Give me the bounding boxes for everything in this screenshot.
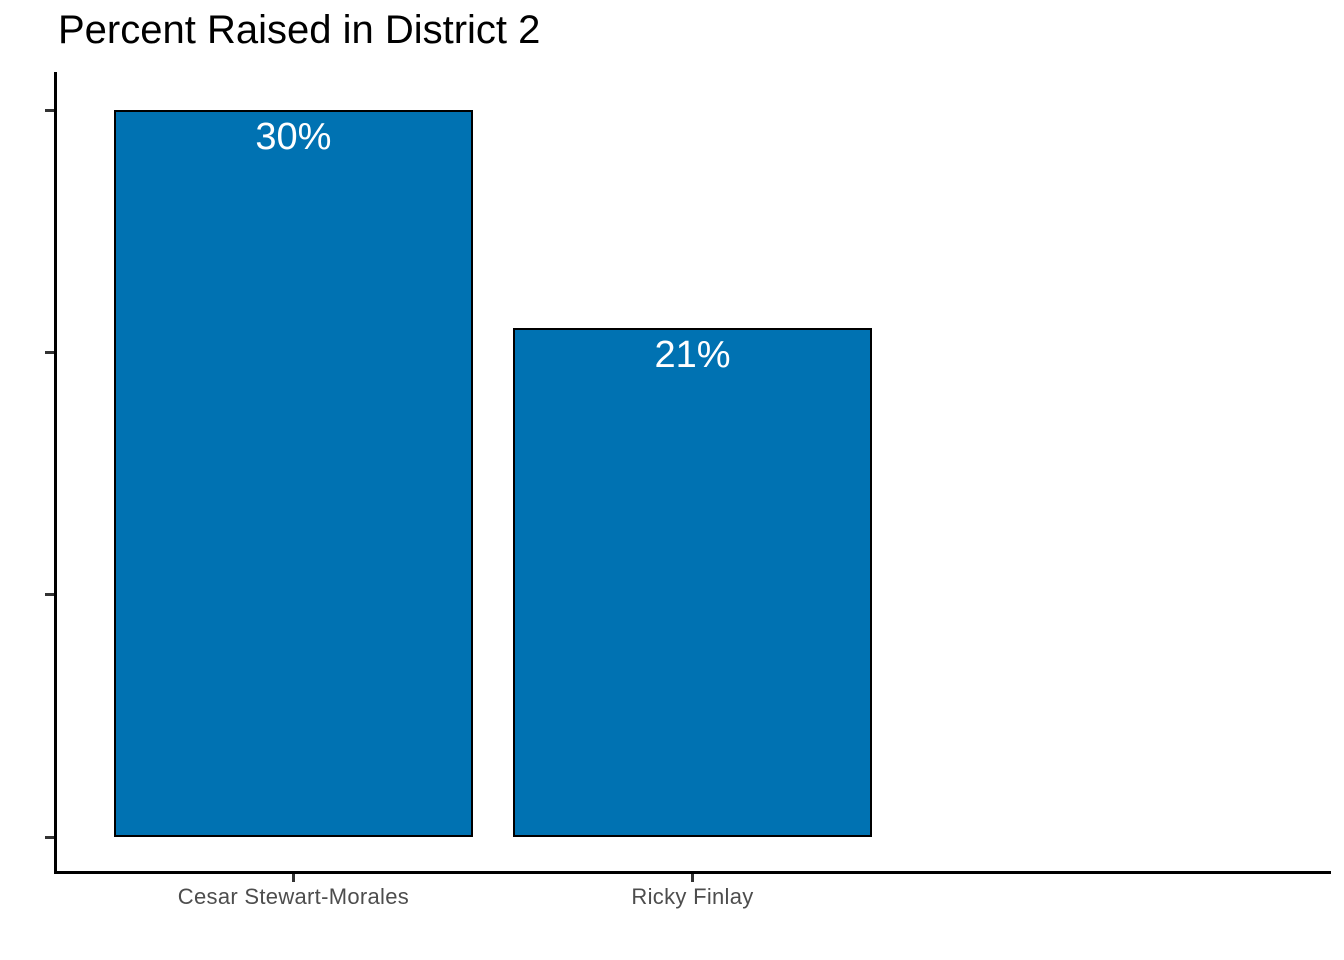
x-tick-mark bbox=[291, 874, 295, 882]
x-tick-mark bbox=[691, 874, 694, 882]
bar-value-label: 30% bbox=[255, 116, 332, 158]
x-axis-label: Ricky Finlay bbox=[631, 884, 754, 909]
y-tick-mark bbox=[45, 835, 54, 839]
x-axis-line bbox=[54, 871, 1331, 874]
bar bbox=[113, 110, 474, 837]
chart-title: Percent Raised in District 2 bbox=[58, 8, 541, 52]
bar-value-label: 21% bbox=[654, 334, 731, 377]
y-tick-mark bbox=[45, 593, 54, 597]
x-axis-label: Cesar Stewart-Morales bbox=[177, 884, 410, 909]
y-axis-line bbox=[54, 72, 57, 874]
y-tick-mark bbox=[45, 108, 54, 112]
bar bbox=[512, 328, 873, 837]
y-tick-mark bbox=[45, 350, 54, 354]
